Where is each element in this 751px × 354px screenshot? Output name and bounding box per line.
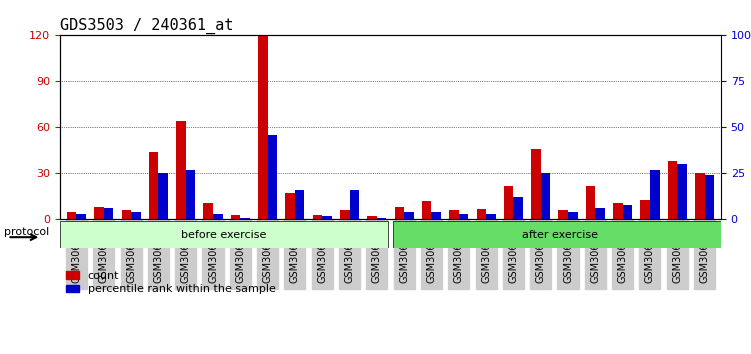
Bar bbox=[613, 202, 623, 219]
Bar bbox=[586, 186, 596, 219]
Bar bbox=[77, 214, 86, 219]
Bar bbox=[504, 186, 514, 219]
Bar bbox=[213, 214, 222, 219]
Bar bbox=[541, 173, 550, 219]
Bar bbox=[559, 210, 568, 219]
Bar bbox=[623, 205, 632, 219]
Bar bbox=[185, 170, 195, 219]
Bar bbox=[295, 190, 304, 219]
Bar bbox=[104, 209, 113, 219]
Bar bbox=[449, 210, 459, 219]
Bar bbox=[459, 214, 469, 219]
Text: protocol: protocol bbox=[4, 227, 49, 237]
FancyBboxPatch shape bbox=[60, 221, 388, 248]
Bar bbox=[94, 207, 104, 219]
Bar bbox=[258, 35, 267, 219]
Bar bbox=[312, 215, 322, 219]
Bar bbox=[394, 207, 404, 219]
Bar bbox=[432, 212, 441, 219]
Bar bbox=[204, 202, 213, 219]
Bar bbox=[596, 209, 605, 219]
Bar bbox=[176, 121, 185, 219]
Bar bbox=[149, 152, 158, 219]
Bar bbox=[641, 200, 650, 219]
Bar bbox=[349, 190, 359, 219]
Bar bbox=[377, 218, 387, 219]
Bar bbox=[367, 216, 377, 219]
Bar bbox=[486, 214, 496, 219]
Text: before exercise: before exercise bbox=[181, 229, 267, 240]
Bar bbox=[514, 198, 523, 219]
Bar bbox=[422, 201, 432, 219]
Bar bbox=[531, 149, 541, 219]
Bar bbox=[650, 170, 659, 219]
Text: GDS3503 / 240361_at: GDS3503 / 240361_at bbox=[60, 18, 234, 34]
Bar bbox=[240, 218, 250, 219]
Bar bbox=[231, 215, 240, 219]
Bar bbox=[322, 216, 332, 219]
Bar bbox=[677, 164, 687, 219]
Bar bbox=[404, 212, 414, 219]
Bar bbox=[477, 209, 486, 219]
Bar bbox=[695, 173, 704, 219]
Bar bbox=[131, 212, 140, 219]
Bar bbox=[267, 135, 277, 219]
FancyBboxPatch shape bbox=[394, 221, 726, 248]
Bar bbox=[158, 173, 168, 219]
Bar bbox=[122, 210, 131, 219]
Bar bbox=[67, 212, 77, 219]
Legend: count, percentile rank within the sample: count, percentile rank within the sample bbox=[65, 271, 276, 295]
Bar bbox=[568, 212, 578, 219]
Bar bbox=[704, 175, 714, 219]
Bar bbox=[340, 210, 349, 219]
Bar bbox=[285, 193, 295, 219]
Text: after exercise: after exercise bbox=[522, 229, 598, 240]
Bar bbox=[668, 161, 677, 219]
